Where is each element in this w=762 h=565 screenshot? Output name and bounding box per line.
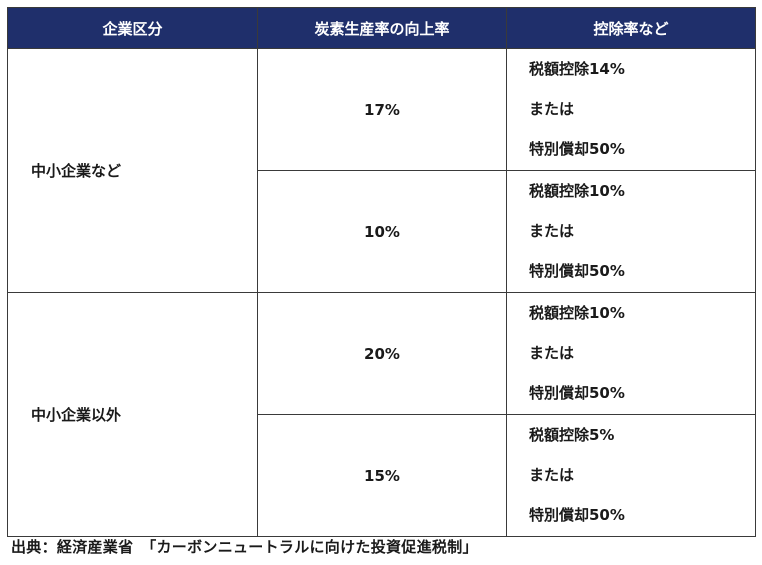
deduction-line: または — [529, 466, 575, 484]
deduction-line: 特別償却50% — [529, 506, 625, 524]
deduction-line: または — [529, 222, 575, 240]
header-deduction-rate: 控除率など — [506, 7, 756, 49]
deduction-line: 税額控除5% — [529, 426, 615, 444]
rate-cell: 10% — [257, 170, 507, 293]
deduction-line: 税額控除10% — [529, 182, 625, 200]
category-cell: 中小企業以外 — [7, 292, 258, 537]
deduction-line: 税額控除14% — [529, 60, 625, 78]
table-row: 中小企業以外 20% 税額控除10% または 特別償却50% — [7, 292, 756, 537]
source-citation: 出典：経済産業省 「カーボンニュートラルに向けた投資促進税制」 — [11, 538, 478, 556]
deduction-cell: 税額控除10% または 特別償却50% — [506, 292, 756, 415]
deduction-cell: 税額控除5% または 特別償却50% — [506, 414, 756, 537]
deduction-cell: 税額控除10% または 特別償却50% — [506, 170, 756, 293]
deduction-line: 税額控除10% — [529, 304, 625, 322]
deduction-cell: 税額控除14% または 特別償却50% — [506, 48, 756, 171]
table-row: 10% 税額控除10% または 特別償却50% — [8, 170, 756, 293]
category-cell: 中小企業など — [7, 48, 258, 293]
deduction-line: 特別償却50% — [529, 384, 625, 402]
rate-cell: 15% — [257, 414, 507, 537]
tax-incentive-table: 企業区分 炭素生産率の向上率 控除率など 中小企業など 17% 税額控除14% … — [7, 7, 756, 537]
header-improvement-rate: 炭素生産率の向上率 — [257, 7, 507, 49]
deduction-line: または — [529, 100, 575, 118]
table-row: 中小企業など 17% 税額控除14% または 特別償却50% — [7, 48, 756, 293]
rate-cell: 17% — [257, 48, 507, 171]
header-company-category: 企業区分 — [7, 7, 258, 49]
rate-cell: 20% — [257, 292, 507, 415]
table-row: 15% 税額控除5% または 特別償却50% — [8, 414, 756, 537]
deduction-line: 特別償却50% — [529, 140, 625, 158]
deduction-line: または — [529, 344, 575, 362]
deduction-line: 特別償却50% — [529, 262, 625, 280]
table-header-row: 企業区分 炭素生産率の向上率 控除率など — [7, 7, 756, 49]
